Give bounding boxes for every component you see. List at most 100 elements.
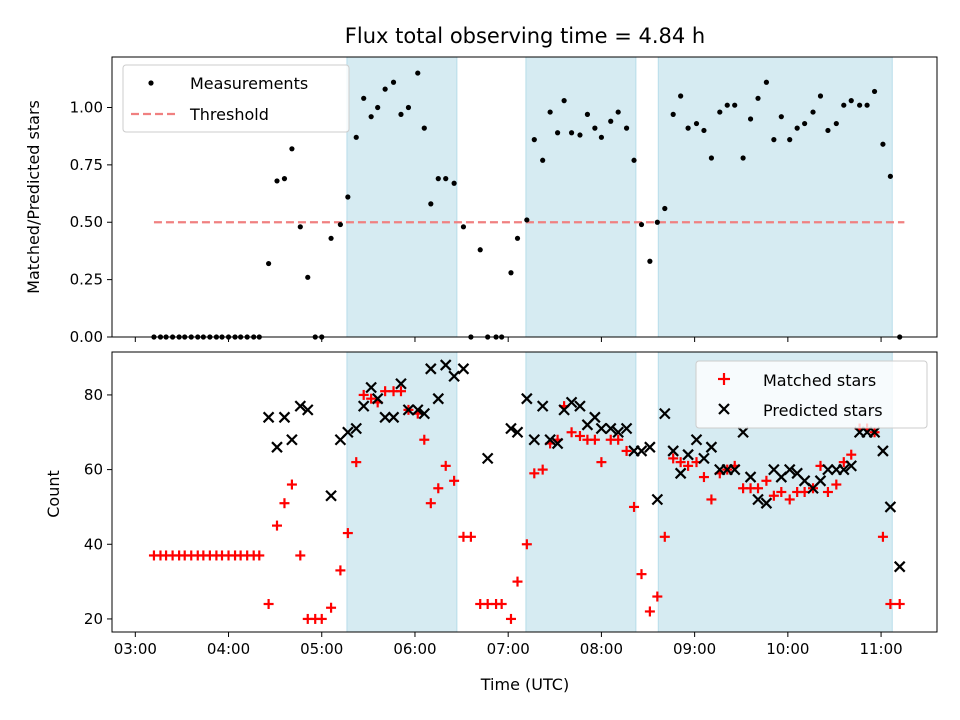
- measurement-point: [708, 155, 715, 161]
- observing-window-band: [657, 56, 893, 338]
- predicted-stars-point: [877, 445, 889, 457]
- matched-stars-point: [706, 494, 717, 505]
- predicted-stars-point: [604, 422, 617, 435]
- predicted-stars-point: [565, 396, 578, 409]
- legend-predicted-label: Predicted stars: [763, 401, 883, 420]
- matched-stars-point: [335, 565, 346, 576]
- predicted-stars-point: [690, 433, 703, 446]
- matched-stars-point: [574, 431, 585, 441]
- matched-stars-point: [589, 434, 600, 445]
- x-tick-label: 09:00: [673, 640, 716, 658]
- measurement-point: [547, 109, 553, 115]
- matched-stars-point: [644, 606, 655, 617]
- measurement-point: [608, 118, 614, 124]
- predicted-stars-point: [659, 407, 671, 420]
- predicted-stars-point: [612, 426, 624, 439]
- count-points: [148, 359, 906, 624]
- measurement-point: [435, 176, 441, 182]
- predicted-stars-point: [845, 460, 858, 472]
- measurement-point: [615, 109, 621, 115]
- matched-stars-point: [395, 386, 406, 397]
- predicted-stars-point: [301, 404, 314, 416]
- ratio-legend: Measurements Threshold: [122, 64, 350, 133]
- predicted-stars-point: [744, 471, 757, 483]
- predicted-stars-point: [674, 467, 687, 480]
- measurement-point: [328, 235, 334, 241]
- matched-stars-point: [529, 468, 540, 479]
- predicted-stars-point: [682, 448, 694, 461]
- matched-stars-point: [505, 613, 516, 624]
- observing-window-band: [525, 351, 637, 633]
- matched-stars-point: [768, 490, 779, 501]
- matched-stars-point: [465, 531, 476, 542]
- matched-stars-point: [366, 393, 377, 404]
- measurement-point: [654, 219, 660, 225]
- matched-stars-point: [263, 599, 274, 609]
- ratio-panel-shading: [346, 56, 893, 338]
- count-panel-y-ticks: 20 40 60 80: [84, 386, 112, 628]
- matched-stars-point: [753, 483, 764, 494]
- measurement-point: [361, 95, 367, 101]
- predicted-stars-point: [411, 404, 424, 416]
- measurement-point: [732, 102, 738, 108]
- measurement-point: [305, 274, 311, 280]
- predicted-stars-point: [760, 497, 773, 509]
- predicted-stars-point: [387, 411, 400, 424]
- chart-title: Flux total observing time = 4.84 h: [345, 24, 705, 48]
- measurement-point: [428, 201, 434, 207]
- measurement-point: [281, 176, 288, 182]
- ratio-panel-x-ticks: [134, 337, 882, 342]
- measurement-point: [477, 247, 483, 253]
- predicted-stars-point: [544, 433, 556, 446]
- ratio-legend-box: [122, 64, 350, 133]
- predicted-stars-point: [379, 411, 391, 424]
- measurement-point: [631, 157, 637, 163]
- legend-predicted-marker: [718, 403, 730, 415]
- matched-stars-point: [326, 602, 337, 613]
- predicted-stars-point: [589, 411, 601, 424]
- measurement-point: [833, 120, 839, 127]
- measurement-point: [810, 109, 816, 115]
- measurement-point: [598, 134, 605, 140]
- predicted-stars-point: [294, 400, 307, 412]
- predicted-stars-point: [325, 489, 337, 502]
- matched-stars-point: [776, 487, 787, 497]
- matched-stars-point: [358, 389, 369, 400]
- measurement-point: [740, 155, 746, 161]
- measurement-point: [670, 111, 676, 117]
- predicted-stars-point: [448, 370, 460, 383]
- y-tick-label: 0.75: [70, 156, 103, 174]
- ratio-y-axis-label: Matched/Predicted stars: [24, 100, 43, 294]
- matched-stars-point: [254, 550, 265, 561]
- measurement-point: [421, 125, 427, 131]
- measurement-point: [345, 194, 351, 200]
- measurement-point: [802, 120, 808, 127]
- matched-stars-point: [272, 520, 282, 531]
- predicted-stars-point: [439, 359, 452, 371]
- matched-stars-point: [449, 475, 460, 486]
- y-tick-label: 0.50: [70, 213, 103, 231]
- predicted-stars-point: [528, 433, 541, 446]
- matched-stars-point: [425, 498, 436, 509]
- matched-stars-point: [659, 531, 670, 542]
- predicted-stars-point: [457, 363, 470, 375]
- predicted-stars-point: [868, 426, 881, 439]
- measurement-point: [662, 205, 668, 212]
- measurement-point: [787, 137, 793, 143]
- ratio-panel-frame: [111, 56, 938, 338]
- y-tick-label: 60: [84, 461, 103, 479]
- matched-stars-point: [521, 539, 532, 550]
- predicted-stars-point: [286, 433, 298, 446]
- predicted-stars-point: [752, 493, 764, 506]
- measurement-point: [554, 130, 561, 136]
- measurement-point: [857, 102, 863, 108]
- measurement-point: [398, 111, 404, 117]
- measurement-point: [577, 132, 583, 138]
- legend-matched-marker: [718, 373, 730, 385]
- measurement-point: [864, 102, 870, 108]
- measurement-point: [778, 114, 784, 120]
- matched-stars-point: [613, 434, 624, 445]
- predicted-stars-point: [884, 501, 897, 513]
- predicted-stars-point: [893, 560, 906, 573]
